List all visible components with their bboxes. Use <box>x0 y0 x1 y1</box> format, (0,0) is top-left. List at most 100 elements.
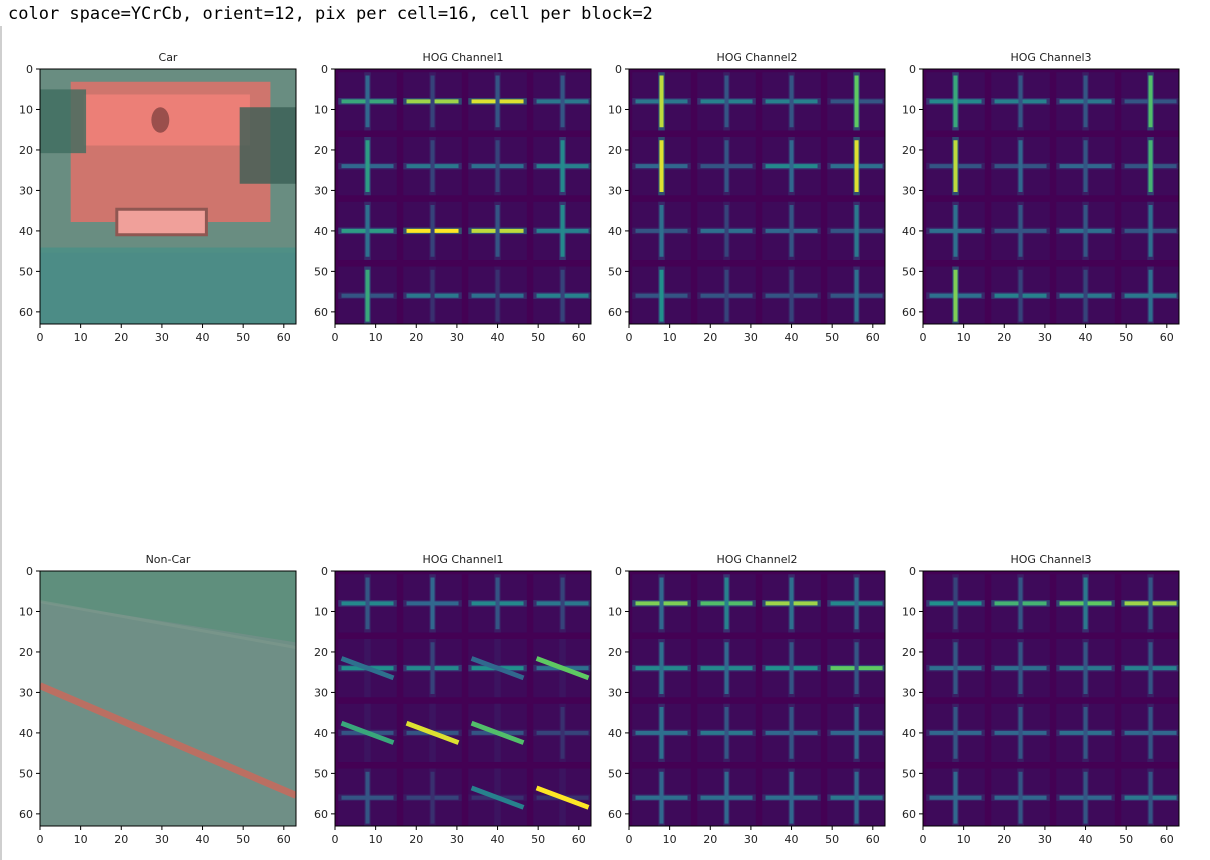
y-tick-label: 40 <box>902 727 916 740</box>
x-tick-label: 60 <box>277 833 291 846</box>
x-tick-label: 50 <box>531 833 545 846</box>
hog-cell <box>762 137 821 196</box>
x-tick-label: 40 <box>1079 331 1093 344</box>
x-tick-label: 0 <box>920 331 927 344</box>
y-tick-label: 0 <box>909 63 916 76</box>
hog-cell <box>697 703 756 763</box>
hog-cell <box>338 137 397 196</box>
y-tick-label: 50 <box>314 265 328 278</box>
x-tick-label: 40 <box>196 331 210 344</box>
hog-cell <box>338 201 397 261</box>
hog-cell <box>762 768 821 826</box>
hog-cell <box>468 703 527 763</box>
hog-cell <box>1121 768 1179 826</box>
y-tick-label: 20 <box>902 646 916 659</box>
hog-cell <box>632 639 691 698</box>
x-tick-label: 30 <box>744 833 758 846</box>
panel-title: HOG Channel3 <box>1010 553 1091 566</box>
y-tick-label: 10 <box>314 103 328 116</box>
hog-cell <box>468 137 527 196</box>
y-tick-label: 50 <box>608 767 622 780</box>
hog-cell <box>697 72 756 131</box>
hog-cell <box>403 703 462 763</box>
hog-cell <box>1121 639 1179 698</box>
panel-title: HOG Channel1 <box>422 51 503 64</box>
hog-cell <box>697 768 756 826</box>
panel-title: HOG Channel1 <box>422 553 503 566</box>
y-tick-label: 20 <box>608 646 622 659</box>
hog-cell <box>632 201 691 261</box>
x-tick-label: 40 <box>491 331 505 344</box>
x-tick-label: 30 <box>1038 833 1052 846</box>
hog-cell <box>1121 266 1179 324</box>
y-tick-label: 0 <box>26 63 33 76</box>
y-tick-label: 10 <box>19 103 33 116</box>
hog-cell <box>632 72 691 131</box>
y-tick-label: 40 <box>19 727 33 740</box>
y-tick-label: 60 <box>19 808 33 821</box>
hog-cell <box>533 72 591 131</box>
hog-cell <box>697 574 756 633</box>
hog-cell <box>632 574 691 633</box>
hog-cell <box>533 768 591 826</box>
hog-cell <box>468 574 527 633</box>
x-tick-label: 30 <box>450 833 464 846</box>
x-tick-label: 50 <box>825 833 839 846</box>
panel-2: HOG Channel1 0 10 20 30 40 50 60 0 10 20 30 40 50 60 <box>314 51 592 344</box>
hog-cell <box>533 639 591 698</box>
panel-3: HOG Channel2 0 10 20 30 40 50 60 0 10 20 30 40 50 60 <box>608 51 886 344</box>
y-tick-label: 10 <box>608 103 622 116</box>
x-tick-label: 20 <box>703 833 717 846</box>
y-tick-label: 30 <box>314 686 328 699</box>
hog-cell <box>533 201 591 261</box>
y-tick-label: 40 <box>608 225 622 238</box>
y-tick-label: 10 <box>19 605 33 618</box>
x-tick-label: 20 <box>114 331 128 344</box>
x-tick-label: 40 <box>785 833 799 846</box>
y-tick-label: 10 <box>608 605 622 618</box>
y-tick-label: 30 <box>608 184 622 197</box>
x-tick-label: 10 <box>957 833 971 846</box>
hog-cell <box>827 201 885 261</box>
x-tick-label: 50 <box>825 331 839 344</box>
hog-cell <box>1056 72 1115 131</box>
hog-cell <box>991 574 1050 633</box>
y-tick-label: 40 <box>314 727 328 740</box>
y-tick-label: 60 <box>314 808 328 821</box>
hog-cell <box>403 639 462 698</box>
hog-cell <box>991 137 1050 196</box>
axes-frame <box>334 570 592 827</box>
hog-cell <box>827 266 885 324</box>
hog-cell <box>697 201 756 261</box>
hog-cell <box>1056 266 1115 324</box>
hog-cell <box>403 266 462 324</box>
hog-cell <box>1121 137 1179 196</box>
hog-cell <box>926 72 985 131</box>
y-tick-label: 10 <box>902 103 916 116</box>
y-tick-label: 40 <box>314 225 328 238</box>
hog-cell <box>762 703 821 763</box>
hog-cell <box>338 703 397 763</box>
y-tick-label: 20 <box>19 144 33 157</box>
x-tick-label: 30 <box>155 833 169 846</box>
y-tick-label: 20 <box>608 144 622 157</box>
x-tick-label: 0 <box>626 833 633 846</box>
x-tick-label: 0 <box>37 833 44 846</box>
x-tick-label: 0 <box>37 331 44 344</box>
y-tick-label: 0 <box>615 63 622 76</box>
hog-cell <box>1121 703 1179 763</box>
axes-frame <box>922 570 1180 827</box>
hog-cell <box>926 201 985 261</box>
y-tick-label: 0 <box>615 565 622 578</box>
y-tick-label: 30 <box>608 686 622 699</box>
x-tick-label: 50 <box>1119 833 1133 846</box>
panel-7: HOG Channel2 0 10 20 30 40 50 60 0 10 20 30 40 50 60 <box>608 553 886 846</box>
x-tick-label: 10 <box>74 833 88 846</box>
panel-6: HOG Channel1 0 10 20 30 40 50 60 0 10 20 30 40 50 60 <box>314 553 592 846</box>
axes-frame <box>39 570 297 827</box>
y-tick-label: 30 <box>19 686 33 699</box>
hog-cell <box>1121 201 1179 261</box>
x-tick-label: 0 <box>920 833 927 846</box>
hog-cell <box>403 137 462 196</box>
x-tick-label: 10 <box>369 331 383 344</box>
